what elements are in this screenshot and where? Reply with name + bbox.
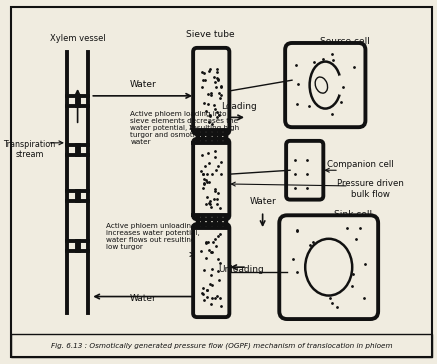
FancyBboxPatch shape	[193, 224, 229, 317]
FancyBboxPatch shape	[193, 139, 229, 219]
Bar	[213, 216, 215, 227]
Ellipse shape	[334, 75, 348, 95]
Ellipse shape	[315, 77, 328, 93]
Ellipse shape	[305, 239, 352, 296]
Text: Water: Water	[249, 198, 276, 206]
Text: Water: Water	[130, 80, 156, 89]
Bar	[201, 131, 204, 142]
Bar	[218, 216, 221, 227]
Text: Sink cell: Sink cell	[334, 210, 372, 219]
FancyBboxPatch shape	[286, 141, 323, 199]
Bar	[196, 131, 198, 142]
Text: Active phloem unloading
increases water potential,
water flows out resulting
low: Active phloem unloading increases water …	[106, 223, 200, 250]
FancyBboxPatch shape	[279, 215, 378, 319]
Text: Unloading: Unloading	[218, 265, 264, 274]
Text: Active phloem loading into
sieve elements decreases the
water potential, resulti: Active phloem loading into sieve element…	[131, 111, 239, 145]
Ellipse shape	[310, 62, 341, 108]
Bar	[196, 216, 198, 227]
Bar	[207, 131, 210, 142]
Text: Source cell: Source cell	[320, 37, 370, 46]
FancyBboxPatch shape	[193, 48, 229, 134]
Text: Loading: Loading	[221, 102, 257, 111]
Bar	[207, 216, 210, 227]
Text: Companion cell: Companion cell	[327, 160, 394, 169]
Bar	[201, 216, 204, 227]
Text: Fig. 6.13 : Osmotically generated pressure flow (OGPF) mechanism of translocatio: Fig. 6.13 : Osmotically generated pressu…	[51, 342, 392, 349]
FancyBboxPatch shape	[285, 43, 365, 127]
Bar	[213, 131, 215, 142]
Text: Sieve tube: Sieve tube	[187, 30, 235, 39]
Bar	[218, 131, 221, 142]
Bar	[224, 131, 227, 142]
Text: Pressure driven
bulk flow: Pressure driven bulk flow	[337, 179, 404, 198]
Bar	[224, 216, 227, 227]
Bar	[11, 334, 432, 357]
Text: Water: Water	[130, 294, 156, 304]
Text: Transpiration
stream: Transpiration stream	[3, 140, 56, 159]
Text: Xylem vessel: Xylem vessel	[50, 34, 105, 43]
